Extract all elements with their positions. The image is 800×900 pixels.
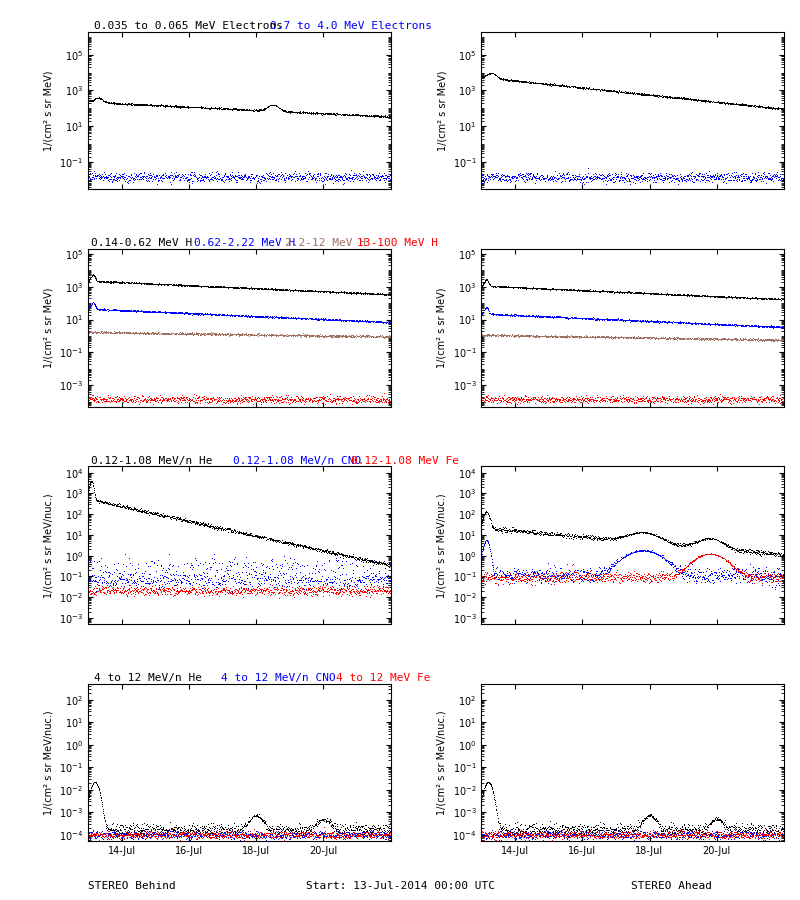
Text: 0.14-0.62 MeV H: 0.14-0.62 MeV H <box>91 238 192 248</box>
Text: STEREO Behind: STEREO Behind <box>88 881 176 891</box>
Text: 0.62-2.22 MeV H: 0.62-2.22 MeV H <box>194 238 295 248</box>
Text: 0.035 to 0.065 MeV Electrons: 0.035 to 0.065 MeV Electrons <box>94 21 283 31</box>
Y-axis label: 1/(cm² s sr MeV/nuc.): 1/(cm² s sr MeV/nuc.) <box>43 493 54 598</box>
Y-axis label: 1/(cm² s sr MeV/nuc.): 1/(cm² s sr MeV/nuc.) <box>43 710 54 815</box>
Text: Start: 13-Jul-2014 00:00 UTC: Start: 13-Jul-2014 00:00 UTC <box>306 881 494 891</box>
Y-axis label: 1/(cm² s sr MeV): 1/(cm² s sr MeV) <box>437 287 447 368</box>
Text: 0.12-1.08 MeV/n He: 0.12-1.08 MeV/n He <box>91 455 213 465</box>
Text: 4 to 12 MeV Fe: 4 to 12 MeV Fe <box>336 673 430 683</box>
Text: 0.12-1.08 MeV/n CNO: 0.12-1.08 MeV/n CNO <box>234 455 362 465</box>
Text: 0.7 to 4.0 MeV Electrons: 0.7 to 4.0 MeV Electrons <box>270 21 431 31</box>
Text: 4 to 12 MeV/n CNO: 4 to 12 MeV/n CNO <box>221 673 336 683</box>
Text: 2.2-12 MeV H: 2.2-12 MeV H <box>285 238 366 248</box>
Text: 4 to 12 MeV/n He: 4 to 12 MeV/n He <box>94 673 202 683</box>
Y-axis label: 1/(cm² s sr MeV/nuc.): 1/(cm² s sr MeV/nuc.) <box>437 710 446 815</box>
Text: STEREO Ahead: STEREO Ahead <box>631 881 712 891</box>
Y-axis label: 1/(cm² s sr MeV/nuc.): 1/(cm² s sr MeV/nuc.) <box>437 493 447 598</box>
Y-axis label: 1/(cm² s sr MeV): 1/(cm² s sr MeV) <box>437 70 447 150</box>
Text: 13-100 MeV H: 13-100 MeV H <box>358 238 438 248</box>
Y-axis label: 1/(cm² s sr MeV): 1/(cm² s sr MeV) <box>44 70 54 150</box>
Text: 0.12-1.08 MeV Fe: 0.12-1.08 MeV Fe <box>351 455 459 465</box>
Y-axis label: 1/(cm² s sr MeV): 1/(cm² s sr MeV) <box>43 287 54 368</box>
